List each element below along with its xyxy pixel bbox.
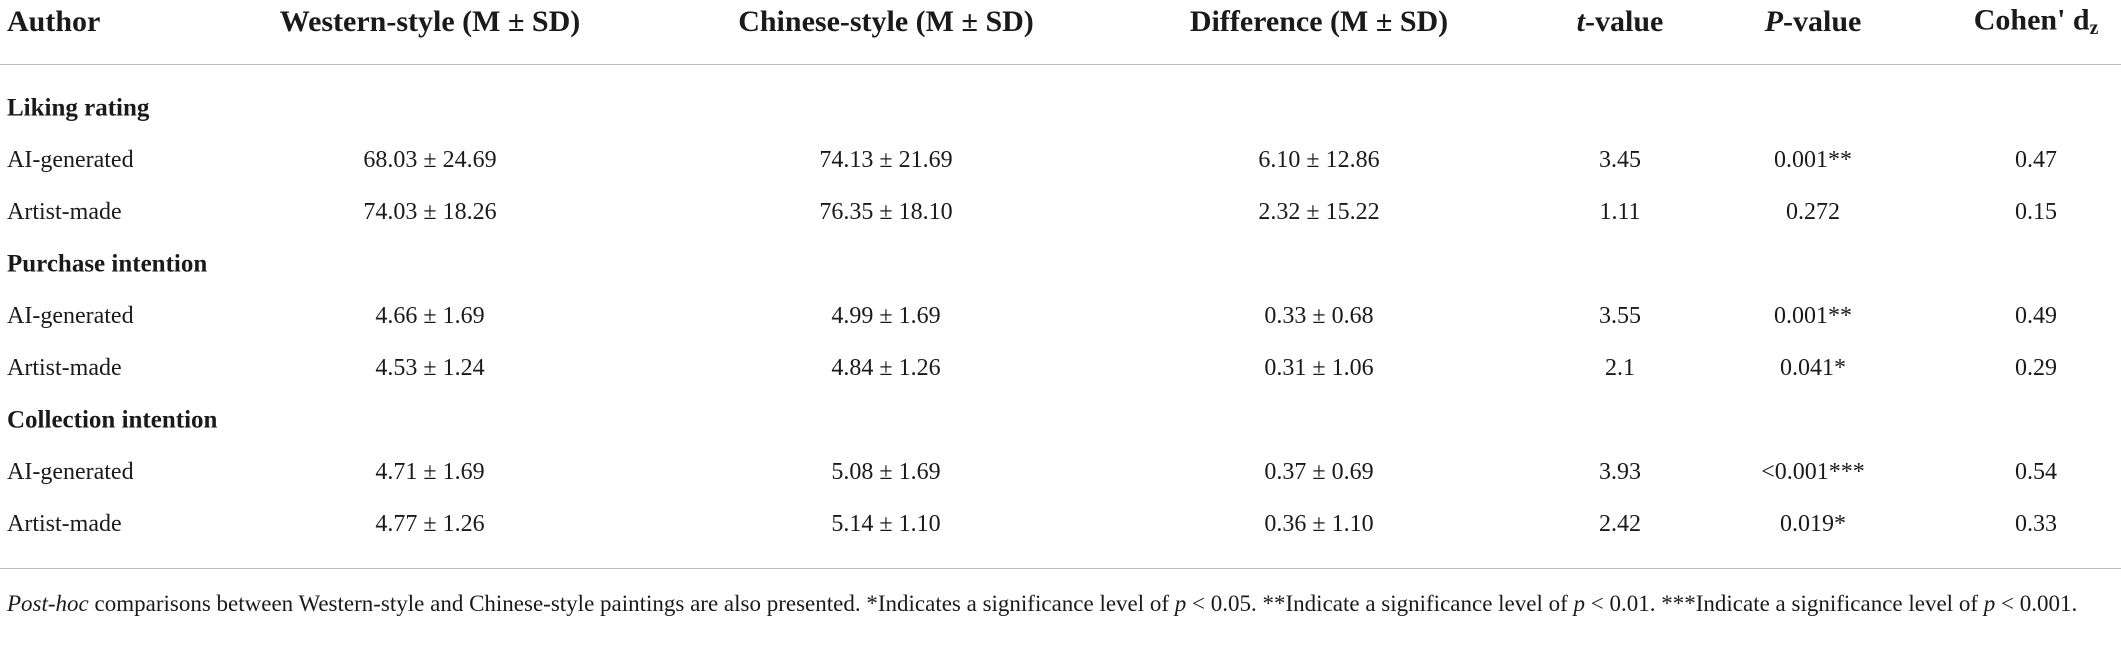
header-subscript: z [2089,18,2099,40]
footnote-text: Post-hoc [7,591,89,616]
table-cell: 0.001** [1774,147,1852,173]
table-cell: 4.84 ± 1.26 [831,355,941,381]
table-cell: 4.66 ± 1.69 [375,303,485,329]
table-cell: 0.33 ± 0.68 [1264,303,1374,329]
table-cell: 0.041* [1780,355,1846,381]
table-cell: 0.54 [2015,459,2057,485]
column-header: t-value [1410,7,1830,37]
column-header: Cohen' dz [1826,3,2121,40]
footnote-text: comparisons between Western-style and Ch… [88,591,1175,616]
table-cell: 2.32 ± 15.22 [1258,199,1380,225]
table-cell: 4.71 ± 1.69 [375,459,485,485]
header-text: Cohen' d [1973,3,2090,37]
table-cell: 0.31 ± 1.06 [1264,355,1374,381]
footnote-text: < 0.05. **Indicate a significance level … [1186,591,1574,616]
table-cell: 5.14 ± 1.10 [831,511,941,537]
footnote-text: < 0.01. ***Indicate a significance level… [1585,591,1984,616]
header-text: -value [1783,5,1862,38]
table-cell: 5.08 ± 1.69 [831,459,941,485]
footnote-text: p [1174,591,1187,616]
table-cell: 2.42 [1599,511,1641,537]
section-title: Collection intention [7,406,218,434]
table-cell: Artist-made [7,355,122,381]
table-cell: 0.49 [2015,303,2057,329]
table-cell: 0.37 ± 0.69 [1264,459,1374,485]
table-cell: AI-generated [7,459,134,485]
section-title: Liking rating [7,94,150,122]
table-cell: 1.11 [1599,199,1641,225]
table-cell: 74.13 ± 21.69 [819,147,953,173]
section-title: Purchase intention [7,250,208,278]
column-header: P-value [1603,7,2023,37]
bottom-rule [0,568,2121,569]
table-cell: 6.10 ± 12.86 [1258,147,1380,173]
column-header: Chinese-style (M ± SD) [738,5,1034,38]
table-cell: 3.55 [1599,303,1641,329]
column-header: Author [7,5,101,38]
table-cell: 68.03 ± 24.69 [363,147,497,173]
table-cell: 0.001** [1774,303,1852,329]
header-text: t [1576,5,1585,38]
table-cell: 76.35 ± 18.10 [819,199,953,225]
footnote-text: p [1573,591,1586,616]
table-cell: AI-generated [7,147,134,173]
table-cell: 0.019* [1780,511,1846,537]
table-cell: 4.99 ± 1.69 [831,303,941,329]
header-text: -value [1585,5,1664,38]
table-cell: 4.53 ± 1.24 [375,355,485,381]
table-cell: 0.272 [1786,199,1840,225]
table-cell: AI-generated [7,303,134,329]
table-cell: Artist-made [7,511,122,537]
footnote-text: < 0.001. [1995,591,2078,616]
column-header: Western-style (M ± SD) [279,5,581,38]
table-cell: 0.47 [2015,147,2057,173]
table-cell: 0.29 [2015,355,2057,381]
table-cell: 3.45 [1599,147,1641,173]
column-header: Difference (M ± SD) [1189,5,1449,38]
table-cell: 4.77 ± 1.26 [375,511,485,537]
table-cell: 2.1 [1605,355,1635,381]
table-cell: Artist-made [7,199,122,225]
table-cell: 3.93 [1599,459,1641,485]
table-cell: 0.15 [2015,199,2057,225]
table-cell: 74.03 ± 18.26 [363,199,497,225]
table-cell: 0.33 [2015,511,2057,537]
header-rule [0,64,2121,65]
table-cell: <0.001*** [1761,459,1865,485]
footnote: Post-hoc comparisons between Western-sty… [7,586,2112,621]
table-cell: 0.36 ± 1.10 [1264,511,1374,537]
header-text: P [1764,5,1783,38]
footnote-text: p [1983,591,1996,616]
